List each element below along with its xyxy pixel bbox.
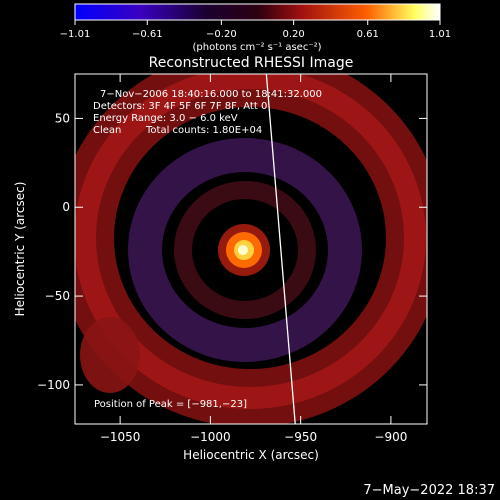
- y-axis: −100 −50 0 50: [37, 111, 427, 392]
- algorithm-annotation: Clean: [93, 125, 121, 136]
- colorbar-tick-label: −0.61: [132, 29, 163, 40]
- outer-ring-core: [75, 74, 426, 409]
- x-tick-label: −900: [374, 430, 407, 444]
- solar-limb-line: [265, 74, 296, 424]
- x-tick-label: −950: [284, 430, 317, 444]
- colorbar-tick-label: 1.01: [429, 29, 451, 40]
- total-counts-annotation: Total counts: 1.80E+04: [145, 125, 262, 136]
- y-tick-label: 0: [62, 200, 70, 214]
- plot-frame: [74, 73, 428, 425]
- colorbar-unit-label: (photons cm⁻² s⁻¹ asec⁻²): [192, 42, 321, 53]
- heatmap-image: [75, 74, 427, 424]
- inner-ring-emission: [128, 138, 362, 362]
- colorbar-tick-label: −0.20: [206, 29, 237, 40]
- x-axis: −1050 −1000 −950 −900: [100, 74, 407, 444]
- x-tick-label: −1000: [190, 430, 231, 444]
- chart-title: Reconstructed RHESSI Image: [149, 55, 354, 71]
- inner-red-ring: [174, 181, 316, 319]
- detectors-annotation: Detectors: 3F 4F 5F 6F 7F 8F, Att 0: [93, 101, 267, 112]
- energy-range-annotation: Energy Range: 3.0 − 6.0 keV: [93, 113, 238, 124]
- colorbar-tick-label: 0.20: [283, 29, 305, 40]
- y-axis-label: Heliocentric Y (arcsec): [13, 182, 27, 317]
- time-range-annotation: 7−Nov−2006 18:40:16.000 to 18:41:32.000: [100, 89, 322, 100]
- peak-source-core: [238, 245, 248, 255]
- colorbar: [74, 3, 441, 21]
- y-tick-label: −100: [37, 378, 70, 392]
- peak-position-annotation: Position of Peak = [−981,−23]: [94, 399, 247, 410]
- x-tick-label: −1050: [100, 430, 141, 444]
- colorbar-tick-label: −1.01: [60, 29, 91, 40]
- colorbar-ticks: −1.01 −0.61 −0.20 0.20 0.61 1.01: [60, 20, 451, 40]
- y-tick-label: −50: [45, 289, 70, 303]
- x-axis-label: Heliocentric X (arcsec): [183, 448, 319, 462]
- footer-date: 7−May−2022 18:37: [363, 483, 495, 498]
- lower-left-emission: [80, 317, 140, 393]
- colorbar-tick-label: 0.61: [357, 29, 379, 40]
- y-tick-label: 50: [55, 111, 70, 125]
